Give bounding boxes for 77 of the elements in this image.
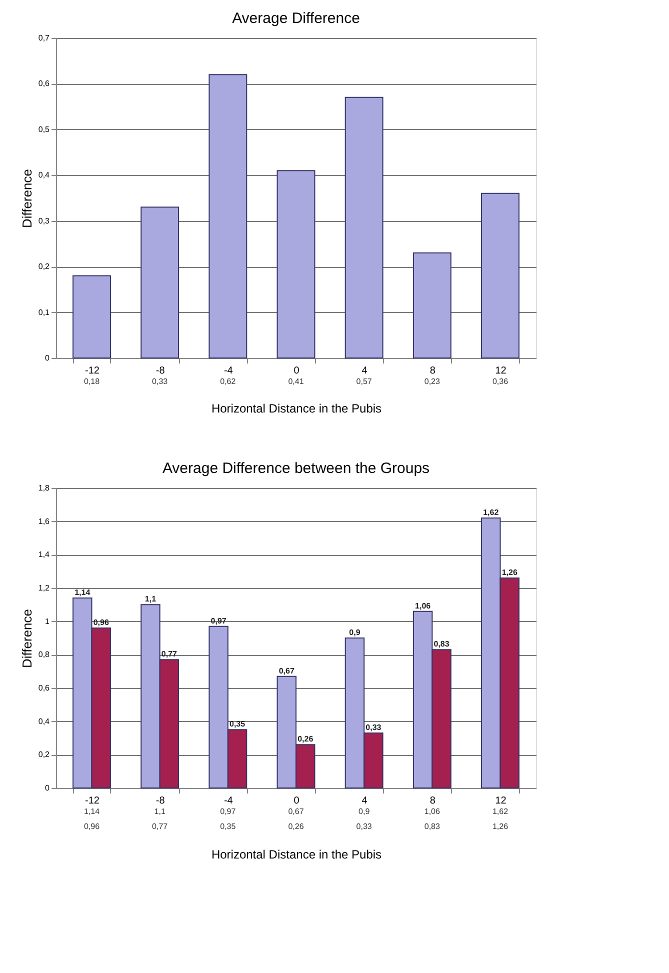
data-label: 0,77 xyxy=(152,822,168,831)
y-tick-label: 0,4 xyxy=(38,170,50,180)
y-tick-label: 0,7 xyxy=(38,34,50,42)
y-tick-label: 0,2 xyxy=(38,750,50,760)
x-tick-label: -12 xyxy=(85,796,100,806)
y-tick-label: 1,2 xyxy=(38,584,50,592)
x-tick-label: 4 xyxy=(362,796,368,806)
data-label: 0,33 xyxy=(356,822,372,831)
text: 0,9 xyxy=(349,628,360,637)
bar xyxy=(481,192,520,358)
bar xyxy=(140,206,180,358)
data-label: 1,62 xyxy=(492,807,509,816)
x-tick-label: -4 xyxy=(224,796,234,806)
bar xyxy=(276,170,316,358)
chart-title: Average Difference between the Groups xyxy=(162,460,430,477)
x-tick-label: 12 xyxy=(495,366,507,376)
x-tick-label: 8 xyxy=(430,366,436,376)
x-tick-label: -4 xyxy=(224,366,234,376)
y-tick-label: 0,6 xyxy=(38,684,50,692)
text: 1,1 xyxy=(144,594,156,604)
y-tick-label: 0,2 xyxy=(38,262,50,272)
data-label: 0,83 xyxy=(424,822,440,831)
data-label: 1,26 xyxy=(492,822,509,831)
bar xyxy=(72,275,111,358)
x-tick-label: -8 xyxy=(156,796,166,806)
data-label: 0,41 xyxy=(288,377,304,386)
y-tick-label: 0,3 xyxy=(38,216,50,226)
data-label: 0,62 xyxy=(220,377,236,386)
y-tick-label: 0 xyxy=(45,354,50,362)
x-tick-label: 12 xyxy=(495,796,507,806)
text: 0,26 xyxy=(298,734,314,744)
data-label: 0,18 xyxy=(84,377,100,386)
text: 0,35 xyxy=(229,720,246,729)
data-label: 0,67 xyxy=(288,807,304,816)
text: 1,62 xyxy=(483,508,499,517)
data-label: 1,14 xyxy=(84,807,100,816)
data-label: 1,06 xyxy=(424,807,440,816)
data-label: 0,97 xyxy=(220,807,236,816)
text: 0,67 xyxy=(278,666,294,676)
y-axis-title: Difference xyxy=(19,168,34,228)
y-tick-label: 0 xyxy=(45,784,50,792)
bar xyxy=(208,74,248,358)
y-tick-label: 1,4 xyxy=(38,550,50,560)
y-tick-label: 0,8 xyxy=(38,650,50,660)
text: 0,33 xyxy=(366,723,382,732)
x-axis-title: Horizontal Distance in the Pubis xyxy=(211,848,382,862)
x-tick-label: 0 xyxy=(294,366,300,376)
y-tick-label: 0,1 xyxy=(38,308,50,317)
chart-title: Average Difference xyxy=(232,10,360,27)
x-tick-label: -12 xyxy=(85,366,100,376)
text: 1,26 xyxy=(502,568,518,577)
text: 1,06 xyxy=(415,601,431,610)
x-tick-label: 0 xyxy=(294,796,300,806)
y-tick-label: 1 xyxy=(45,616,50,626)
bar xyxy=(412,252,452,358)
y-tick-label: 0,5 xyxy=(38,124,50,134)
data-label: 0,57 xyxy=(356,377,372,386)
x-tick-label: 8 xyxy=(430,796,436,806)
x-axis-title: Horizontal Distance in the Pubis xyxy=(211,402,382,416)
y-tick-label: 0,6 xyxy=(38,79,50,88)
data-label: 0,9 xyxy=(358,807,370,816)
data-label: 0,33 xyxy=(152,377,168,386)
text: 1,14 xyxy=(74,588,90,597)
x-tick-label: -8 xyxy=(156,366,166,376)
y-tick-label: 0,4 xyxy=(38,716,50,726)
data-label: 1,1 xyxy=(154,807,166,816)
data-label: 0,96 xyxy=(84,822,100,831)
y-tick-label: 1,8 xyxy=(38,484,50,492)
x-tick-label: 4 xyxy=(362,366,368,376)
y-tick-label: 1,6 xyxy=(38,516,50,526)
data-label: 0,26 xyxy=(288,822,304,831)
bar xyxy=(344,96,384,358)
text: 0,83 xyxy=(434,640,450,649)
data-label: 0,36 xyxy=(492,377,509,386)
data-label: 0,35 xyxy=(220,822,236,831)
y-axis-title: Difference xyxy=(19,608,34,668)
data-label: 0,23 xyxy=(424,377,440,386)
